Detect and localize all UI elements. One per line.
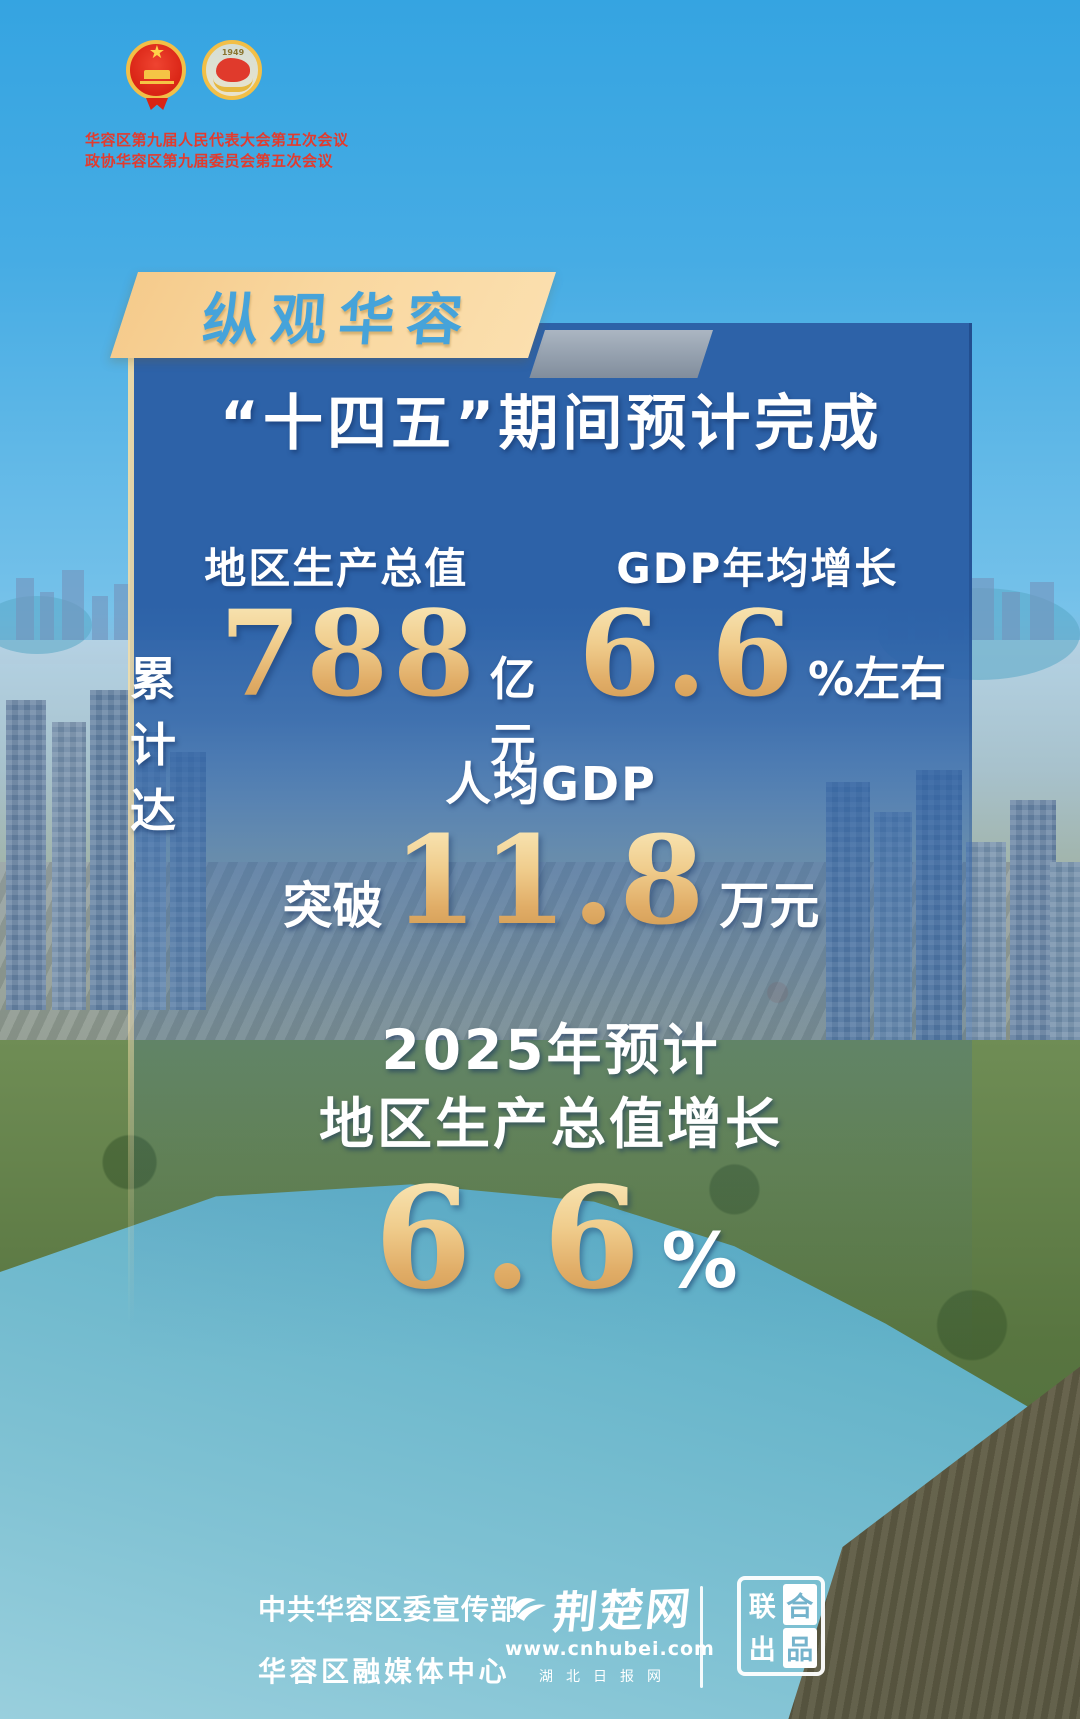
logo-subtitle: 湖北日报网 xyxy=(539,1669,674,1685)
photo-tower xyxy=(52,722,86,1010)
seal-char: 合 xyxy=(782,1584,817,1625)
banner-accent-shape xyxy=(529,330,713,378)
stat-unit: 亿元 xyxy=(489,652,536,772)
tiananmen-icon xyxy=(144,70,170,79)
logo-row: 荆楚网 xyxy=(505,1578,695,1639)
logo-url: www.cnhubei.com xyxy=(505,1638,715,1660)
publisher-block: 中共华容区委宣传部 华容区融媒体中心 xyxy=(258,1588,519,1690)
publisher-line-2: 华容区融媒体中心 xyxy=(258,1655,511,1688)
stat-value: 突破 11.8 万元 xyxy=(130,808,972,952)
publisher-line-1: 中共华容区委宣传部 xyxy=(258,1593,520,1626)
photo-far-building xyxy=(972,578,994,640)
stat-value: 6.6 %左右 xyxy=(569,584,947,723)
stats-card: “十四五”期间预计完成 地区生产总值 累计达 788 亿元 GDP年均增长 6.… xyxy=(128,323,972,1365)
cppcc-emblem-icon: 1949 xyxy=(202,40,264,116)
stat-number: 6.6 xyxy=(374,1157,652,1321)
stat-gdp-total: 地区生产总值 累计达 788 亿元 xyxy=(130,535,543,841)
joint-production-seal: 联 合 出 品 xyxy=(737,1576,825,1676)
emblem-group: ★ 1949 xyxy=(126,40,264,116)
cppcc-year-label: 1949 xyxy=(221,48,245,57)
photo-far-building xyxy=(16,578,34,640)
stats-row: 地区生产总值 累计达 788 亿元 GDP年均增长 6.6 %左右 xyxy=(130,535,972,841)
footer: 中共华容区委宣传部 华容区融媒体中心 荆楚网 www.cnhubei.com 湖… xyxy=(0,1572,1080,1702)
stat-value: 6.6 % xyxy=(130,1157,972,1321)
stat-number: 11.8 xyxy=(392,808,710,952)
seal-char: 出 xyxy=(748,1635,776,1667)
stat-prefix: 累计达 xyxy=(130,652,176,838)
stat-label: GDP年均增长 xyxy=(616,544,899,593)
stat-label: 地区生产总值 xyxy=(204,544,469,593)
stat-unit: %左右 xyxy=(807,652,947,706)
stat-gdp-per-capita: 人均GDP 突破 11.8 万元 xyxy=(130,748,972,952)
stat-number: 6.6 xyxy=(578,584,798,723)
stat-unit: % xyxy=(661,1216,738,1305)
star-icon: ★ xyxy=(148,42,166,63)
forecast-value: 6.6 % xyxy=(130,1157,972,1321)
stat-gdp-growth: GDP年均增长 6.6 %左右 xyxy=(543,535,972,841)
banner-title: 纵观华容 xyxy=(200,287,478,353)
forecast-line-1: 2025年预计 xyxy=(381,1018,721,1082)
photo-far-building xyxy=(1030,582,1054,640)
bird-icon xyxy=(510,1598,546,1621)
cnhubei-logo: 荆楚网 www.cnhubei.com 湖北日报网 xyxy=(505,1578,715,1686)
section-banner: 纵观华容 xyxy=(110,272,556,358)
photo-tower xyxy=(90,690,132,1010)
photo-far-building xyxy=(40,592,54,640)
meeting-line-2: 政协华容区第九届委员会第五次会议 xyxy=(85,152,334,170)
stat-unit: 万元 xyxy=(719,877,820,935)
footer-divider xyxy=(700,1586,703,1688)
stat-value: 累计达 788 亿元 xyxy=(130,584,543,841)
tiananmen-base xyxy=(140,81,174,84)
stat-label: 人均GDP xyxy=(445,757,657,811)
forecast-heading: 2025年预计 地区生产总值增长 xyxy=(130,1013,972,1161)
stat-number: 788 xyxy=(219,584,480,723)
card-title: “十四五”期间预计完成 xyxy=(219,389,883,459)
gold-arc-shape xyxy=(213,78,253,92)
photo-far-building xyxy=(92,596,108,640)
logo-name: 荆楚网 xyxy=(550,1583,695,1640)
photo-far-building xyxy=(1002,592,1020,640)
china-national-emblem-icon: ★ xyxy=(126,40,188,116)
photo-tower xyxy=(6,700,46,1010)
forecast-line-2: 地区生产总值增长 xyxy=(318,1092,783,1156)
stat-prefix: 突破 xyxy=(282,877,383,935)
meeting-titles: 华容区第九届人民代表大会第五次会议 政协华容区第九届委员会第五次会议 xyxy=(85,130,505,172)
ribbon-shape xyxy=(146,98,168,110)
meeting-line-1: 华容区第九届人民代表大会第五次会议 xyxy=(85,131,349,149)
seal-char: 品 xyxy=(782,1627,817,1668)
seal-char: 联 xyxy=(748,1591,776,1623)
photo-far-building xyxy=(62,570,84,640)
